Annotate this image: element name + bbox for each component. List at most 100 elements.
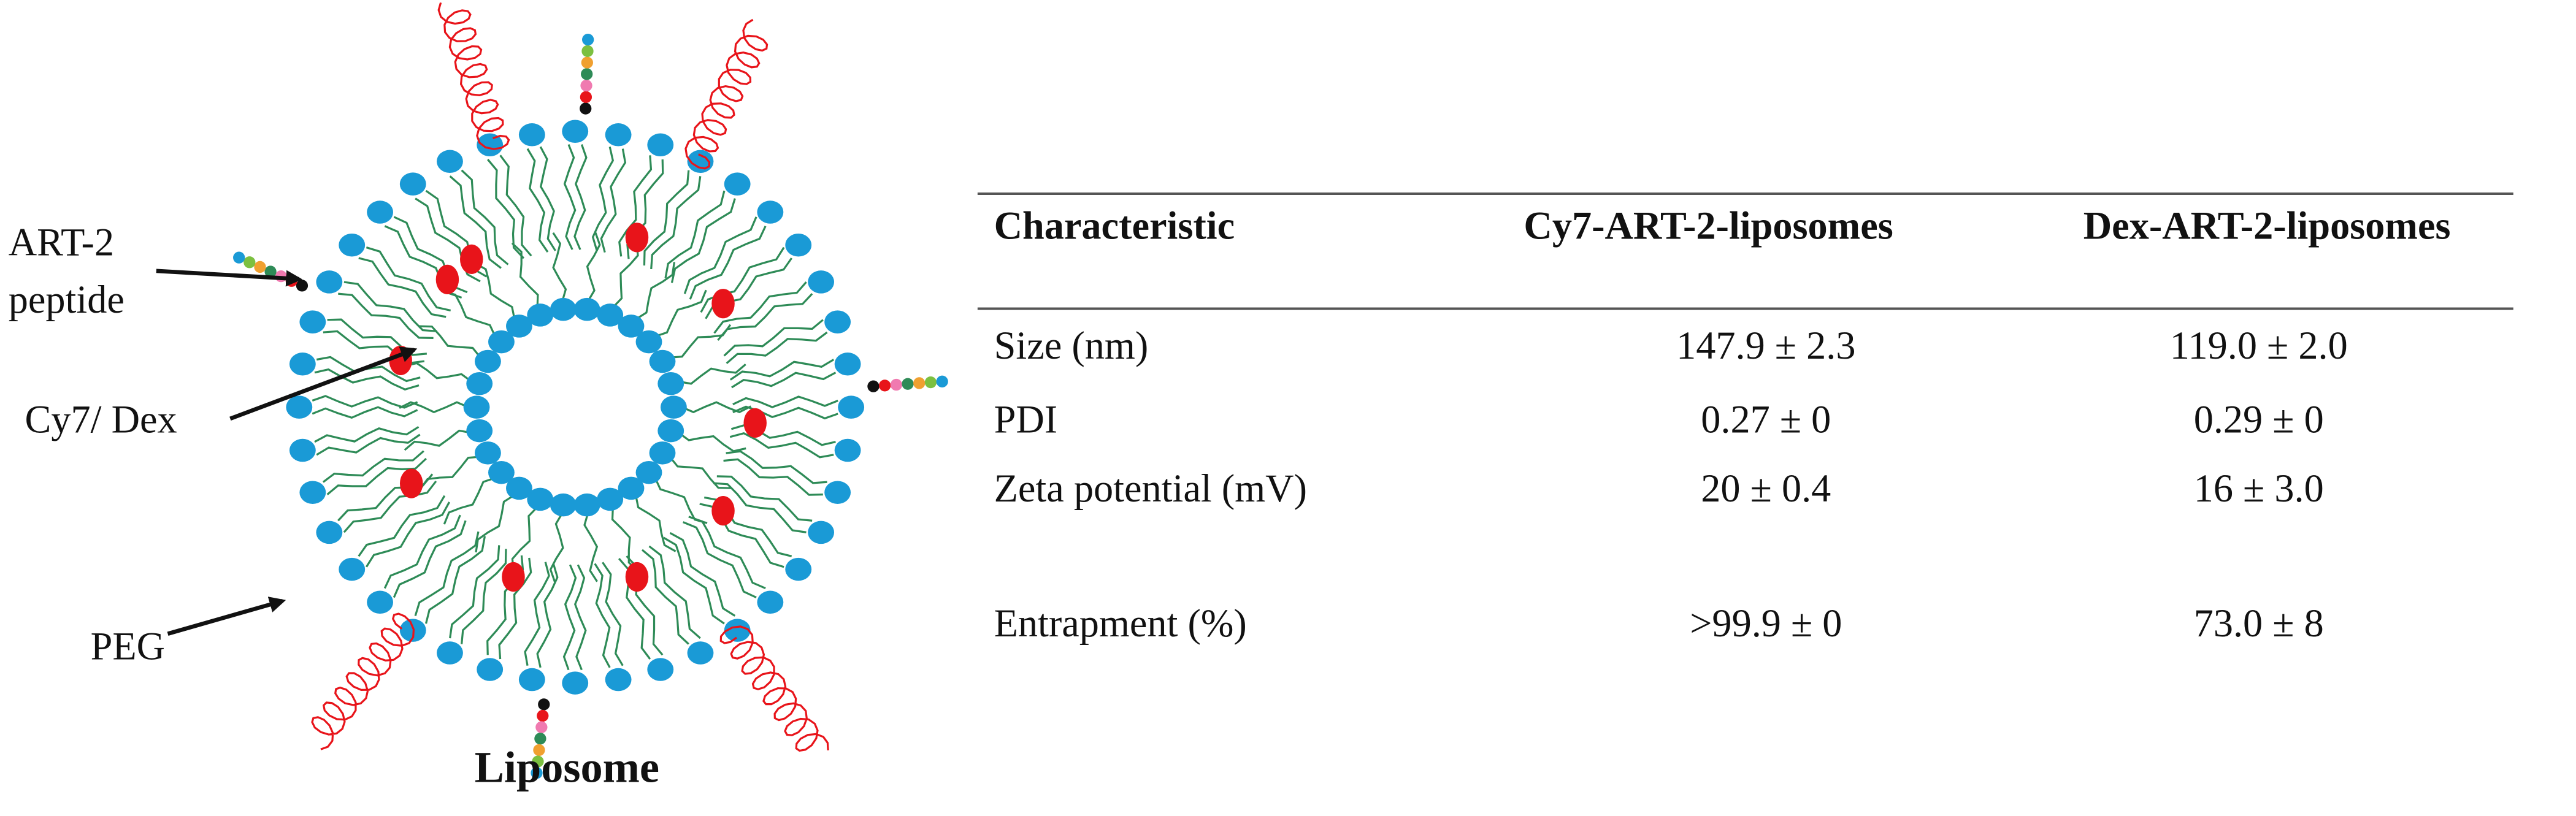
peptide-residue <box>243 256 256 269</box>
lipid-tail <box>563 144 577 250</box>
lipid-head <box>785 233 812 257</box>
lipid-tail <box>731 372 837 389</box>
table-cell: 147.9 ± 2.3 <box>1676 324 1855 367</box>
lipid-tail <box>611 506 639 572</box>
lipid-tail <box>498 557 532 660</box>
lipid-tail <box>663 536 725 625</box>
peptide-residue <box>878 379 891 392</box>
lipid-head <box>808 270 835 294</box>
lipid-head <box>550 297 577 321</box>
drug <box>399 468 423 498</box>
lipid-tail <box>713 281 807 334</box>
lipid-tail <box>474 262 516 320</box>
peptide-residue <box>233 251 245 264</box>
lipid-tail <box>654 289 707 338</box>
lipid-head <box>824 481 851 504</box>
lipid-tail <box>365 501 450 568</box>
lipid-tail <box>449 175 502 269</box>
lipid-tail <box>424 536 486 624</box>
lipid-head <box>527 303 554 327</box>
lipid-head <box>605 123 632 147</box>
drug <box>625 562 649 592</box>
arrow <box>156 269 303 287</box>
lipid-tail <box>602 562 624 666</box>
table-cell: 16 ± 3.0 <box>2194 467 2324 510</box>
lipid-tail <box>383 514 461 589</box>
lipid-head <box>475 441 501 465</box>
lipid-tail <box>511 506 539 572</box>
lipid-tail <box>594 563 611 668</box>
lipid-tail <box>562 564 577 671</box>
lipid-tail <box>729 432 834 459</box>
table: Characteristic Cy7-ART-2-liposomes Dex-ART… <box>994 204 2451 645</box>
lipid-head <box>597 303 624 327</box>
lipid-head <box>649 441 676 465</box>
lipid-head <box>838 395 865 419</box>
lipid-tail <box>499 154 532 257</box>
lipid-tail <box>314 425 420 443</box>
lipid-head <box>562 120 589 143</box>
lipid-tail <box>634 495 677 552</box>
peptide-residue <box>581 68 593 80</box>
lipid-head <box>834 438 861 462</box>
peptide-residue <box>924 376 937 389</box>
table-cell: 0.29 ± 0 <box>2194 398 2324 441</box>
lipid-head <box>657 372 684 395</box>
lipid-tail <box>670 198 736 283</box>
lipid-tail <box>511 242 539 308</box>
table-cell: 20 ± 0.4 <box>1701 467 1831 510</box>
lipid-tail <box>475 494 515 553</box>
peptide-residue <box>254 261 266 273</box>
lipid-head <box>573 297 600 321</box>
lipid-tail <box>669 532 736 617</box>
lipid-tail <box>314 368 420 391</box>
lipid-tail <box>312 406 418 419</box>
lipid-tail <box>343 480 437 533</box>
lipid-tail <box>338 292 434 340</box>
peptide-residue <box>531 767 543 779</box>
peptide-residue <box>890 378 902 391</box>
lipid-tail <box>612 242 639 308</box>
peg-chain <box>311 612 415 750</box>
peptide-residue <box>581 45 594 58</box>
lipid-tail <box>700 246 785 313</box>
drug <box>435 264 459 294</box>
lipid-tail <box>723 458 823 496</box>
table-cell: Zeta potential (mV) <box>994 467 1307 510</box>
lipid-tail <box>586 232 601 302</box>
table-header: Dex-ART-2-liposomes <box>2083 204 2451 248</box>
lipid-head <box>488 330 515 354</box>
lipid-head <box>834 353 861 376</box>
lipid-tail <box>526 148 549 253</box>
lipid-tail <box>358 257 447 318</box>
lipid-head <box>757 590 784 614</box>
drug <box>502 562 525 592</box>
lipid-head <box>488 460 515 484</box>
peptide-residue <box>913 377 926 389</box>
lipid-head <box>635 460 662 484</box>
lipid-tail <box>419 325 481 359</box>
lipid-tail <box>552 232 567 302</box>
lipid-tail <box>573 144 588 250</box>
table-cell: PDI <box>994 398 1058 441</box>
lipid-tail <box>716 475 813 522</box>
lipid-tail <box>443 477 496 525</box>
lipid-tail <box>669 456 732 489</box>
peptide-residue <box>902 378 914 390</box>
arrow <box>229 346 418 421</box>
peptide-residue <box>538 698 550 711</box>
caption: Liposome <box>475 742 659 791</box>
peptide-residue <box>532 755 544 768</box>
peptide-residue <box>296 280 309 292</box>
lipid-tail <box>487 159 525 259</box>
peg-chain <box>684 18 769 170</box>
table-cell: >99.9 ± 0 <box>1690 601 1842 645</box>
peg-chain <box>719 625 829 752</box>
lipid-tail <box>573 564 587 671</box>
lipid-tail <box>643 170 690 266</box>
label: Cy7/ Dex <box>25 398 177 441</box>
peptide-residue <box>534 733 546 745</box>
lipid-head <box>808 520 835 544</box>
lipid-head <box>299 310 326 334</box>
lipid-tail <box>404 362 472 383</box>
